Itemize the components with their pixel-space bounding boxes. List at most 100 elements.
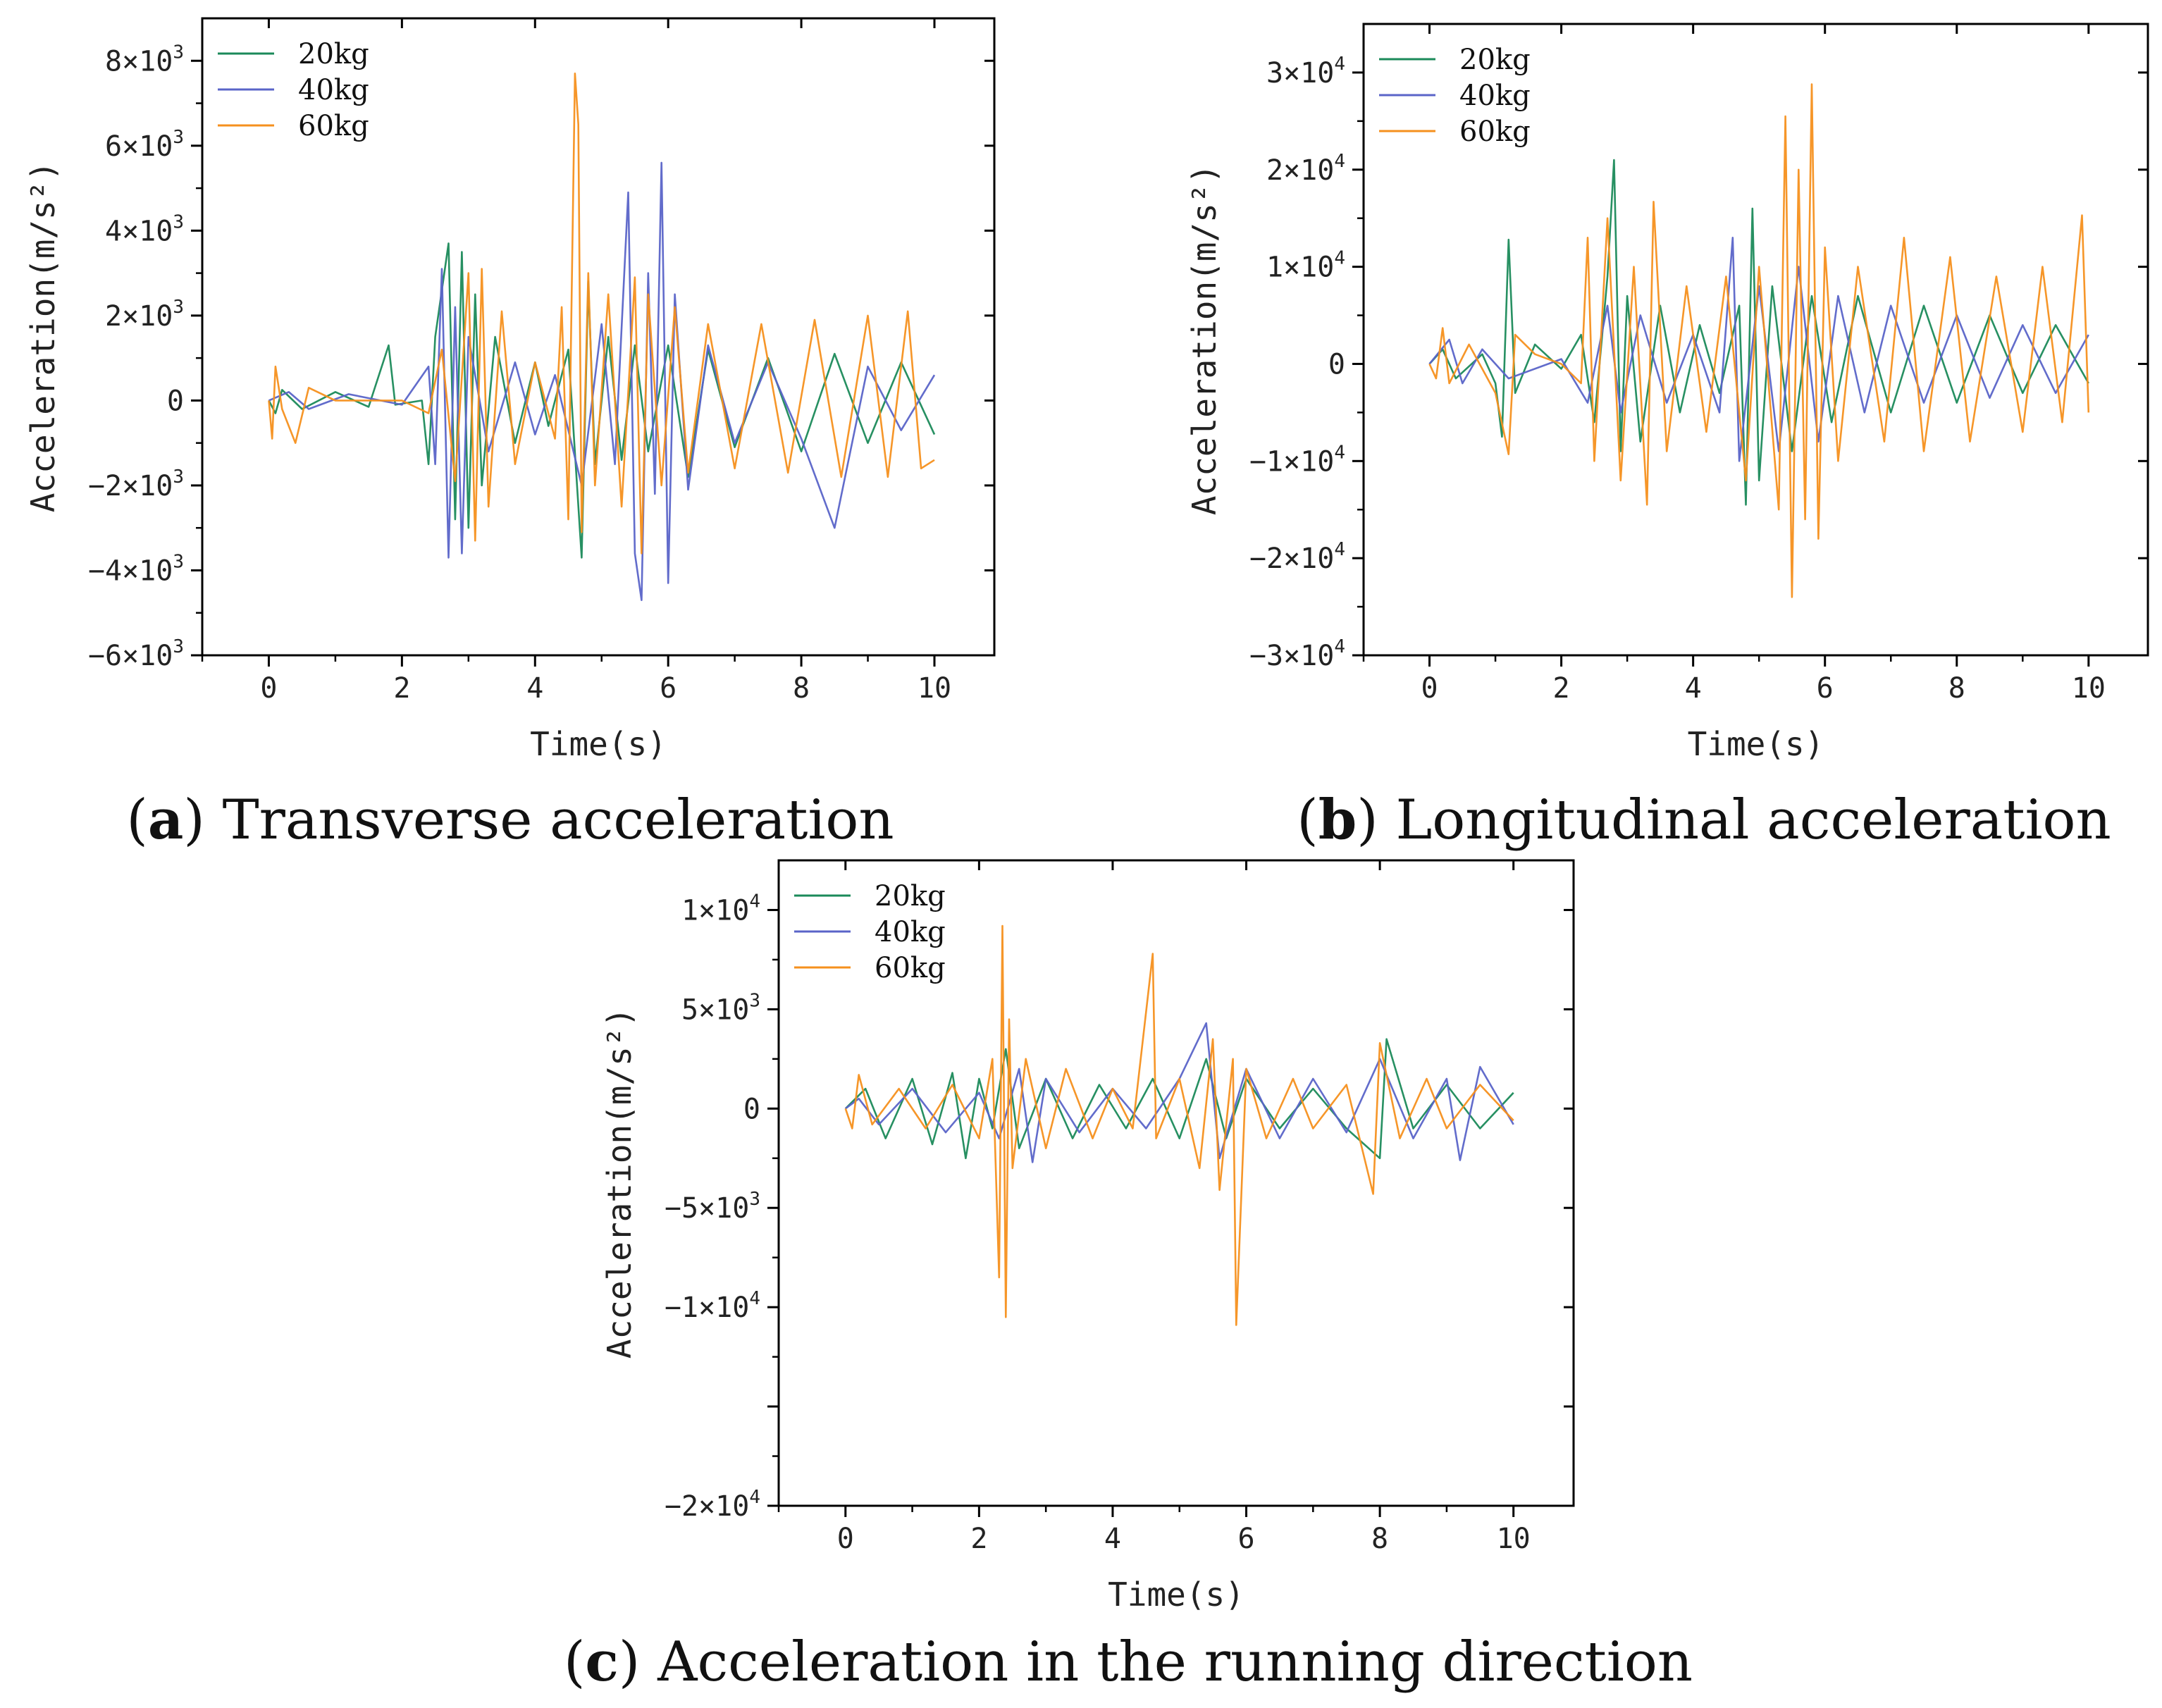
y-tick-exponent: 3	[173, 466, 184, 488]
y-tick-label: −2×104	[665, 1487, 760, 1523]
plot-area	[268, 73, 936, 601]
y-tick-label: 2×104	[1266, 151, 1345, 187]
x-tick-label: 8	[1371, 1523, 1388, 1555]
series-line-60kg	[1428, 83, 2090, 598]
y-tick-exponent: 4	[749, 1487, 760, 1508]
caption: (a) Transverse acceleration	[126, 788, 894, 852]
y-tick-mantissa: 8×10	[105, 45, 173, 78]
y-tick-exponent: 3	[173, 551, 184, 572]
y-tick-exponent: 4	[1334, 442, 1345, 463]
y-tick-label: 6×103	[105, 127, 184, 163]
x-tick-label: 8	[793, 672, 810, 705]
legend-label: 20kg	[875, 880, 946, 912]
chart-b: 0 2 4 6 8 10−3×104−2×104−1×10401×1042×1043×10…	[1185, 23, 2149, 852]
y-tick-exponent: 4	[749, 891, 760, 912]
y-tick-mantissa: −2×10	[665, 1490, 749, 1523]
caption-text: Transverse acceleration	[223, 788, 894, 852]
y-axis-label: Acceleration(m/s²)	[24, 161, 62, 513]
y-tick-label: −5×103	[665, 1189, 760, 1225]
y-tick-exponent: 4	[1334, 539, 1345, 560]
caption-text: Acceleration in the running direction	[657, 1630, 1693, 1694]
y-tick-mantissa: −4×10	[88, 555, 173, 587]
x-tick-label: 10	[2072, 672, 2106, 705]
y-tick-label: −3×104	[1249, 636, 1345, 672]
series-line-40kg	[268, 161, 936, 601]
legend-label: 40kg	[298, 74, 369, 106]
y-tick-mantissa: 2×10	[105, 300, 173, 333]
chart-a: 0 2 4 6 8 10−6×103−4×103−2×10302×1034×1036×10…	[24, 17, 996, 852]
y-tick-label: −6×103	[88, 636, 184, 672]
y-tick-exponent: 3	[173, 636, 184, 657]
y-tick-label: 0	[1328, 348, 1345, 380]
y-tick-mantissa: 0	[743, 1093, 760, 1125]
caption: (b) Longitudinal acceleration	[1297, 788, 2111, 852]
y-tick-exponent: 3	[173, 42, 184, 63]
caption-letter: b	[1318, 788, 1357, 852]
legend-label: 60kg	[1459, 116, 1531, 148]
x-axis-label: Time(s)	[1688, 725, 1824, 763]
plot-frame	[201, 17, 996, 657]
x-tick-label: 10	[918, 672, 951, 705]
y-tick-mantissa: −3×10	[1249, 640, 1334, 672]
x-tick-label: 4	[1685, 672, 1702, 705]
y-tick-label: 2×103	[105, 297, 184, 333]
series-line-20kg	[1428, 159, 2089, 506]
y-tick-mantissa: 4×10	[105, 215, 173, 247]
y-tick-mantissa: −5×10	[665, 1192, 749, 1225]
y-tick-mantissa: 6×10	[105, 130, 173, 163]
y-tick-label: −2×103	[88, 466, 184, 502]
series-line-40kg	[1428, 237, 2089, 462]
y-tick-label: −1×104	[1249, 442, 1345, 478]
legend-label: 20kg	[1459, 44, 1531, 76]
y-tick-mantissa: 0	[167, 385, 184, 417]
y-tick-label: −4×103	[88, 551, 184, 587]
caption-letter: c	[585, 1630, 619, 1694]
y-tick-label: 0	[743, 1093, 760, 1125]
y-tick-exponent: 3	[173, 297, 184, 318]
series-line-20kg	[844, 1038, 1514, 1160]
y-tick-label: 3×104	[1266, 54, 1345, 89]
legend-label: 20kg	[298, 38, 369, 70]
x-tick-label: 0	[837, 1523, 854, 1555]
caption: (c) Acceleration in the running directio…	[564, 1630, 1693, 1694]
y-axis-label: Acceleration(m/s²)	[1185, 164, 1223, 516]
caption-paren-close: )	[619, 1630, 657, 1694]
y-tick-mantissa: 2×10	[1266, 154, 1334, 187]
y-tick-mantissa: 1×10	[1266, 252, 1334, 284]
y-tick-mantissa: −2×10	[1249, 543, 1334, 575]
y-tick-label: 4×103	[105, 211, 184, 247]
y-tick-mantissa: −1×10	[665, 1292, 749, 1324]
x-axis-label: Time(s)	[1108, 1576, 1244, 1614]
y-tick-label: −1×104	[665, 1288, 760, 1324]
series-line-40kg	[845, 1022, 1514, 1163]
caption-paren-close: )	[1357, 788, 1395, 852]
y-tick-mantissa: 0	[1328, 348, 1345, 380]
y-tick-label: 5×103	[681, 990, 760, 1026]
y-tick-label: 8×103	[105, 42, 184, 78]
x-axis-label: Time(s)	[530, 725, 667, 763]
x-tick-label: 4	[526, 672, 543, 705]
x-tick-label: 2	[970, 1523, 987, 1555]
legend-label: 60kg	[875, 952, 946, 984]
y-tick-exponent: 4	[1334, 636, 1345, 657]
y-tick-exponent: 4	[1334, 151, 1345, 172]
legend-label: 60kg	[298, 110, 369, 142]
x-tick-label: 2	[1553, 672, 1570, 705]
x-tick-label: 0	[1421, 672, 1438, 705]
caption-paren-open: (	[126, 788, 147, 852]
y-tick-exponent: 3	[749, 990, 760, 1011]
y-tick-label: −2×104	[1249, 539, 1345, 575]
y-tick-exponent: 4	[1334, 248, 1345, 269]
y-tick-label: 1×104	[681, 891, 760, 927]
x-tick-label: 10	[1497, 1523, 1531, 1555]
y-axis-label: Acceleration(m/s²)	[600, 1008, 638, 1359]
series-line-60kg	[268, 73, 935, 555]
plot-area	[844, 924, 1514, 1326]
y-tick-exponent: 3	[173, 127, 184, 148]
y-tick-mantissa: −2×10	[88, 470, 173, 502]
x-tick-label: 6	[1237, 1523, 1254, 1555]
plot-area	[1428, 83, 2090, 598]
caption-paren-open: (	[1297, 788, 1318, 852]
y-tick-mantissa: −6×10	[88, 640, 173, 672]
x-tick-label: 8	[1948, 672, 1965, 705]
